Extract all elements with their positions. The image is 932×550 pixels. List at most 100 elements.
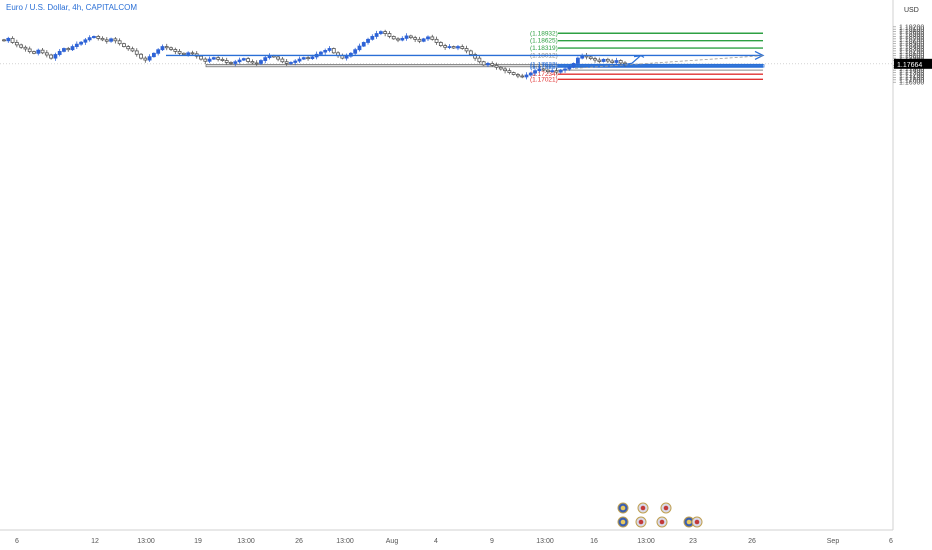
candle-body (254, 62, 259, 65)
candle (387, 31, 392, 39)
time-axis: 6 12 13:00 19 13:00 26 13:00 Aug 4 9 13:00 16 13:00 2… (0, 529, 893, 545)
candle-body (507, 70, 512, 73)
candle (53, 52, 58, 61)
candle (250, 59, 255, 65)
price-tick-label: 1.16900 (899, 80, 924, 87)
candle-body (177, 50, 182, 54)
candle (104, 37, 109, 44)
candle-body (70, 46, 75, 51)
candle-body (494, 64, 499, 68)
candle-body (331, 48, 336, 54)
candle (6, 36, 11, 43)
candle (426, 35, 430, 41)
candle-body (160, 46, 165, 51)
candle (597, 57, 602, 64)
candle (276, 55, 280, 62)
candle (130, 46, 135, 53)
candle-body (100, 37, 105, 41)
candle-body (319, 51, 323, 55)
candle (618, 59, 623, 65)
candle (327, 46, 332, 53)
event-flag-icon[interactable] (617, 502, 629, 514)
candle (516, 72, 520, 79)
candle-body (181, 52, 186, 55)
candle (366, 37, 370, 45)
candle (584, 53, 589, 60)
candle (580, 53, 585, 60)
event-flag-icon[interactable] (683, 516, 695, 528)
fib-level-label: (1.17021) (530, 76, 558, 83)
event-flag-core (686, 519, 692, 525)
candle (408, 34, 413, 40)
candle-body (87, 37, 92, 41)
candle (237, 57, 242, 64)
candle-body (374, 33, 379, 37)
candle (40, 48, 45, 55)
candle (160, 44, 165, 51)
candle (438, 41, 443, 48)
candle (567, 64, 572, 71)
candle-body (460, 46, 465, 49)
candle-body (370, 36, 375, 40)
candle (554, 67, 559, 75)
candle (211, 56, 216, 61)
candle (241, 57, 246, 62)
price-tick-label: 1.18700 (899, 36, 924, 43)
time-tick-label: 13:00 (637, 538, 655, 545)
candle (44, 50, 49, 58)
candle-body (130, 48, 135, 52)
candle (74, 41, 79, 49)
candle (498, 66, 503, 71)
candle (122, 42, 126, 48)
candle-body (10, 37, 15, 43)
candle (520, 73, 525, 79)
current-price-label: 1.17664 (897, 62, 922, 69)
candle-body (408, 35, 413, 39)
candle-body (297, 58, 302, 62)
candle (477, 55, 482, 64)
candle (70, 44, 75, 51)
candle-body (139, 53, 143, 59)
candle (486, 61, 490, 67)
candle (207, 56, 212, 64)
candle-body (520, 75, 525, 78)
candle (357, 43, 362, 52)
candle-body (156, 49, 161, 54)
candle-body (593, 58, 597, 61)
event-flag-icon[interactable] (637, 502, 649, 514)
candle-body (169, 47, 173, 50)
candle (391, 35, 396, 40)
event-flag-icon[interactable] (660, 502, 672, 514)
price-tick-label: 1.18000 (899, 53, 924, 60)
candle (289, 61, 293, 65)
event-flag-core (620, 505, 626, 511)
candle (164, 43, 169, 51)
candle-body (207, 58, 212, 62)
candle (563, 67, 567, 73)
candle-body (49, 54, 54, 59)
event-flag-icon[interactable] (635, 516, 647, 528)
candle (503, 67, 507, 74)
event-flag-core (638, 519, 644, 525)
candle-body (610, 60, 615, 63)
candle (340, 53, 345, 60)
candle (421, 37, 426, 43)
event-flag-icon[interactable] (617, 516, 629, 528)
event-flag-icon[interactable] (691, 516, 703, 528)
candle-body (134, 50, 139, 55)
candle-body (443, 45, 448, 48)
candle-body (263, 57, 268, 61)
candle-body (40, 49, 45, 54)
time-tick-label: Sep (827, 538, 840, 545)
event-flag-icon[interactable] (656, 516, 668, 528)
event-flag-core (659, 519, 665, 525)
candle-body (203, 58, 208, 62)
candle-body (541, 68, 546, 71)
candle-body (588, 56, 593, 60)
candle-body (323, 50, 328, 53)
candle (546, 68, 550, 74)
candle (336, 51, 340, 58)
economic-events (617, 502, 703, 528)
candle-body (498, 66, 503, 70)
